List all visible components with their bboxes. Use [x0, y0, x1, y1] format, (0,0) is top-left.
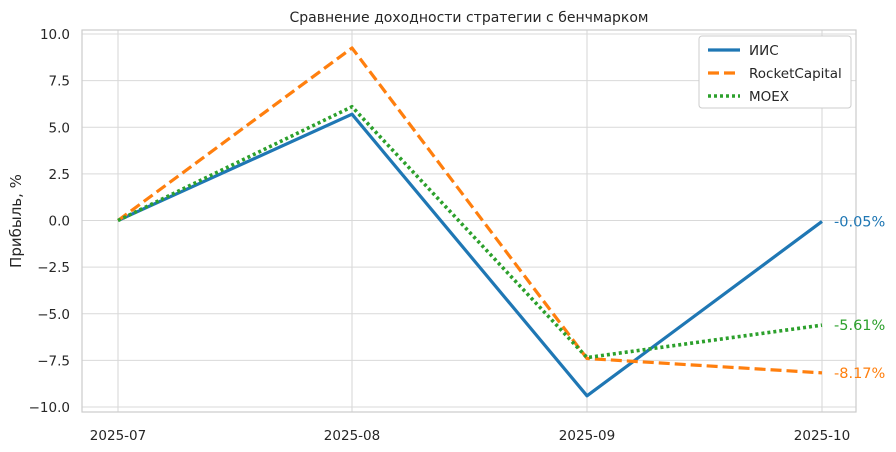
x-axis-ticks: 2025-07 2025-08 2025-09 2025-10: [90, 428, 850, 444]
legend-label-иис: ИИС: [749, 43, 779, 59]
y-tick-label: 10.0: [40, 27, 70, 43]
y-tick-label: 2.5: [49, 167, 70, 183]
end-labels: -0.05% -8.17% -5.61%: [834, 214, 885, 381]
y-tick-label: −7.5: [37, 353, 70, 369]
y-tick-label: −2.5: [37, 260, 70, 276]
end-label-moex: -5.61%: [834, 318, 885, 334]
y-tick-label: 7.5: [49, 74, 70, 90]
series-line-иис: [117, 112, 823, 398]
legend: ИИС RocketCapital MOEX: [698, 35, 852, 109]
series-line-rocketcapital: [117, 46, 823, 375]
series-line-moex: [117, 104, 823, 360]
end-label-иис: -0.05%: [834, 214, 885, 230]
chart-title: Сравнение доходности стратегии с бенчмар…: [290, 10, 649, 26]
y-axis-ticks: −10.0 −7.5 −5.0 −2.5 0.0 2.5 5.0 7.5 10.0: [29, 27, 70, 416]
plot-frame: [81, 29, 857, 413]
series-lines: [117, 46, 823, 398]
y-tick-label: 0.0: [49, 214, 70, 230]
y-tick-label: −5.0: [37, 307, 70, 323]
end-label-rocketcapital: -8.17%: [834, 366, 885, 382]
x-tick-label: 2025-10: [794, 428, 850, 444]
legend-box: [698, 35, 852, 109]
legend-items: ИИС RocketCapital MOEX: [708, 43, 842, 105]
y-tick-label: −10.0: [29, 400, 70, 416]
x-tick-label: 2025-08: [324, 428, 380, 444]
legend-label-moex: MOEX: [749, 89, 789, 105]
y-axis-label: Прибыль, %: [7, 174, 25, 268]
legend-label-rocketcapital: RocketCapital: [749, 66, 842, 82]
x-tick-label: 2025-09: [559, 428, 615, 444]
y-tick-label: 5.0: [49, 120, 70, 136]
x-tick-label: 2025-07: [90, 428, 146, 444]
